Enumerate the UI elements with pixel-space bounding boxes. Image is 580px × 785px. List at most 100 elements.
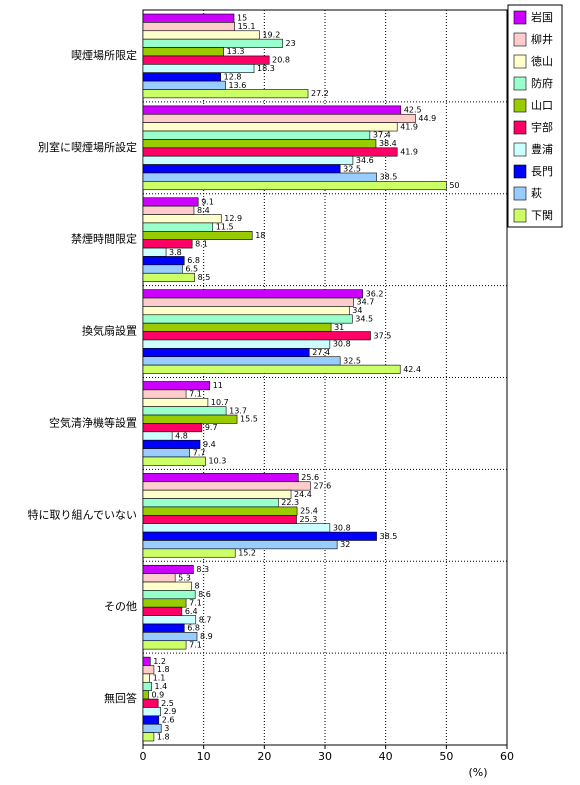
value-label: 34.6 bbox=[356, 156, 374, 165]
value-label: 15.5 bbox=[240, 415, 258, 424]
x-tick-label: 0 bbox=[140, 750, 147, 763]
bar bbox=[142, 581, 192, 591]
value-label: 37.5 bbox=[374, 331, 392, 340]
value-label: 3 bbox=[164, 724, 169, 733]
legend-swatch bbox=[513, 164, 527, 179]
legend-swatch bbox=[513, 54, 527, 69]
bar bbox=[142, 47, 224, 57]
bar bbox=[142, 431, 173, 441]
value-label: 32.5 bbox=[343, 356, 361, 365]
bar bbox=[142, 139, 377, 149]
legend-label: 徳山 bbox=[531, 55, 553, 68]
bar bbox=[142, 681, 152, 691]
value-label: 8.7 bbox=[199, 615, 212, 624]
value-label: 20.8 bbox=[272, 56, 290, 65]
bar bbox=[142, 364, 401, 374]
value-label: 4.8 bbox=[175, 432, 188, 441]
y-tick-label: 換気扇設置 bbox=[82, 324, 137, 338]
y-tick-label: 無回答 bbox=[104, 691, 137, 705]
bar bbox=[142, 339, 331, 349]
bar bbox=[142, 197, 199, 207]
y-tick-label: 空気清浄機等設置 bbox=[49, 415, 137, 429]
value-label: 31 bbox=[334, 323, 344, 332]
value-label: 41.9 bbox=[400, 122, 418, 131]
value-label: 25.6 bbox=[301, 473, 319, 482]
legend-label: 柳井 bbox=[531, 32, 553, 46]
bar bbox=[142, 698, 159, 708]
value-label: 24.4 bbox=[294, 490, 312, 499]
value-label: 38.5 bbox=[380, 532, 398, 541]
value-label: 6.5 bbox=[185, 265, 198, 274]
bar bbox=[142, 130, 371, 140]
y-tick-label: 禁煙時間限定 bbox=[71, 232, 137, 246]
bar bbox=[142, 348, 310, 358]
value-label: 41.9 bbox=[400, 148, 418, 157]
bar bbox=[142, 673, 150, 683]
bar bbox=[142, 113, 416, 123]
value-label: 6.4 bbox=[185, 607, 198, 616]
value-label: 9.1 bbox=[201, 197, 214, 206]
value-label: 7.7 bbox=[193, 448, 206, 457]
value-label: 34.5 bbox=[355, 314, 373, 323]
bar bbox=[142, 38, 283, 48]
bar bbox=[142, 489, 292, 499]
value-label: 15 bbox=[237, 14, 247, 23]
value-label: 27.2 bbox=[311, 89, 329, 98]
value-label: 36.2 bbox=[366, 289, 384, 298]
y-tick-label: 特に取り組んでいない bbox=[28, 507, 137, 521]
bar bbox=[142, 105, 402, 115]
value-label: 42.4 bbox=[403, 365, 421, 374]
legend-swatch bbox=[513, 32, 527, 47]
value-label: 25.3 bbox=[299, 515, 317, 524]
bar bbox=[142, 172, 377, 182]
bar bbox=[142, 256, 185, 266]
value-label: 8.4 bbox=[197, 206, 210, 215]
value-label: 8.9 bbox=[200, 632, 213, 641]
bar bbox=[142, 55, 270, 65]
value-label: 32.5 bbox=[343, 164, 361, 173]
bar bbox=[142, 272, 195, 282]
legend-swatch bbox=[513, 186, 527, 201]
value-label: 9.4 bbox=[203, 440, 216, 449]
value-label: 50 bbox=[449, 181, 459, 190]
value-label: 42.5 bbox=[404, 106, 422, 115]
value-label: 25.4 bbox=[300, 507, 318, 516]
value-label: 11.5 bbox=[216, 223, 234, 232]
value-label: 8.5 bbox=[198, 273, 211, 282]
x-tick-label: 60 bbox=[500, 750, 514, 763]
value-label: 44.9 bbox=[418, 114, 436, 123]
value-label: 38.5 bbox=[380, 173, 398, 182]
value-label: 6.8 bbox=[187, 624, 200, 633]
value-label: 34 bbox=[352, 306, 362, 315]
value-label: 23 bbox=[286, 39, 296, 48]
value-label: 2.9 bbox=[164, 707, 177, 716]
bar bbox=[142, 732, 155, 742]
legend-swatch bbox=[513, 120, 527, 135]
value-label: 8.6 bbox=[198, 590, 211, 599]
bar bbox=[142, 707, 161, 717]
value-label: 0.9 bbox=[151, 690, 164, 699]
bar bbox=[142, 590, 196, 600]
value-label: 32 bbox=[340, 540, 350, 549]
legend-label: 長門 bbox=[531, 165, 553, 178]
value-label: 38.4 bbox=[379, 139, 397, 148]
value-label: 13.3 bbox=[227, 47, 245, 56]
y-tick-label: 別室に喫煙場所設定 bbox=[38, 140, 137, 154]
legend-swatch bbox=[513, 10, 527, 25]
bar bbox=[142, 181, 447, 191]
value-label: 2.5 bbox=[161, 699, 174, 708]
bar bbox=[142, 656, 151, 666]
value-label: 1.1 bbox=[153, 674, 166, 683]
bar bbox=[142, 80, 226, 90]
value-label: 37.4 bbox=[373, 131, 391, 140]
bar bbox=[142, 389, 187, 399]
bar bbox=[142, 606, 183, 616]
bar bbox=[142, 205, 195, 215]
bar bbox=[142, 214, 222, 224]
bar bbox=[142, 439, 201, 449]
bar bbox=[142, 13, 235, 23]
value-label: 12.8 bbox=[224, 72, 242, 81]
bar bbox=[142, 506, 298, 516]
y-tick-label: その他 bbox=[104, 600, 137, 613]
bar bbox=[142, 289, 363, 299]
